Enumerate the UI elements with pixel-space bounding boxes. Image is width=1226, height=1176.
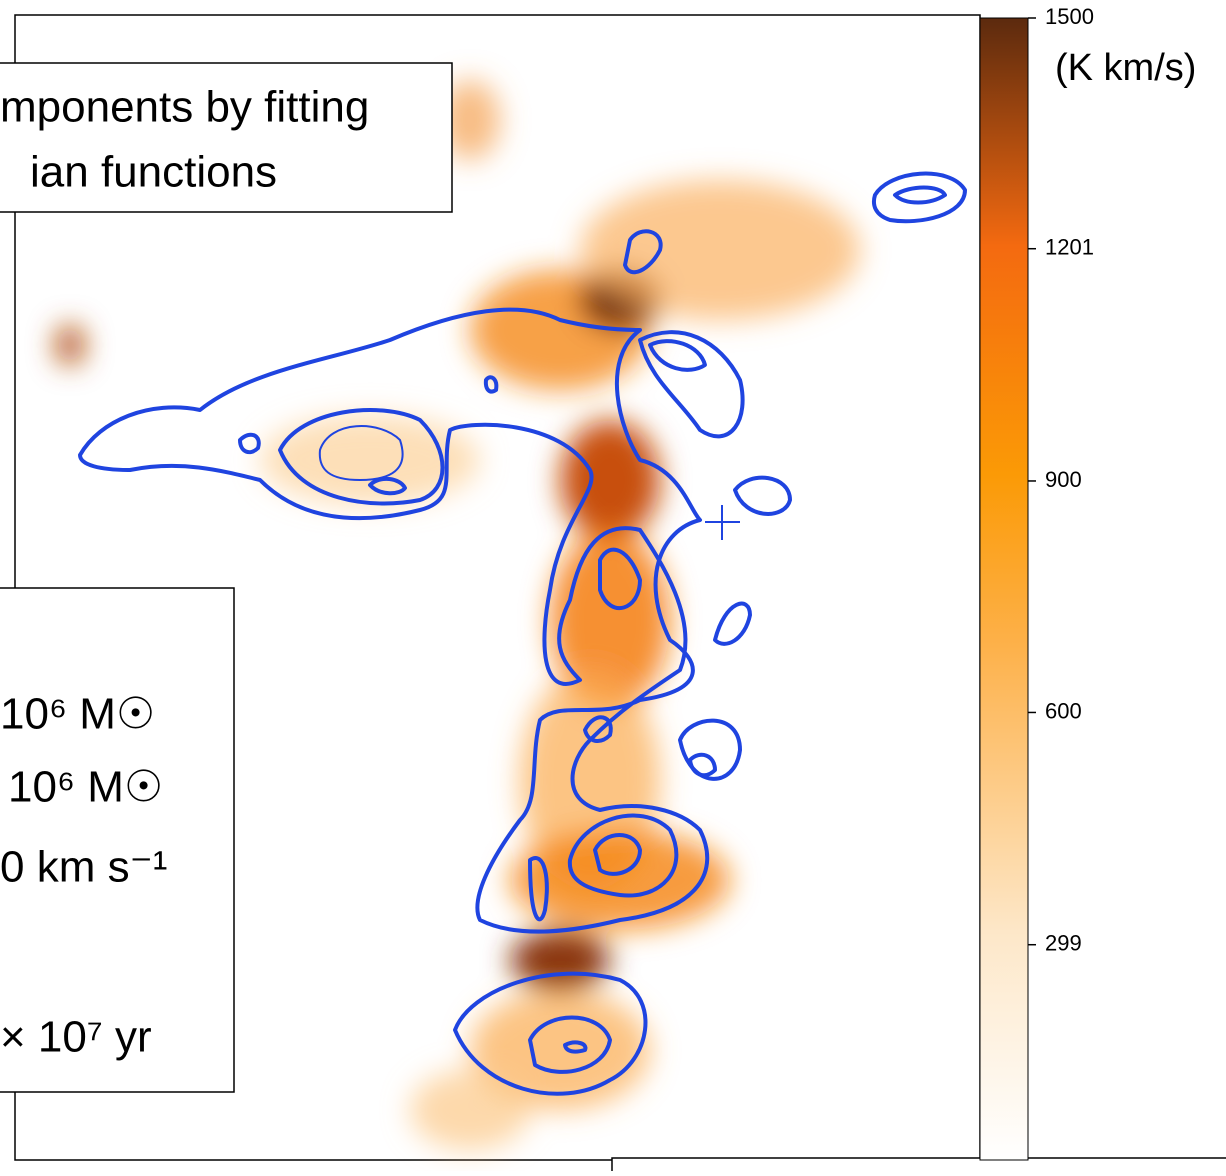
colorbar-label: (K km/s) — [1055, 47, 1196, 89]
colorbar-tick-label: 299 — [1045, 931, 1082, 956]
left-box — [0, 587, 235, 1093]
left-box-line: 10⁶ M☉ — [8, 763, 163, 812]
colorbar-tick-label: 1500 — [1045, 4, 1094, 29]
colorbar-tick-label: 600 — [1045, 698, 1082, 723]
contours — [78, 171, 967, 1096]
left-box-line: 10⁶ M☉ — [0, 690, 155, 739]
bottom-box — [611, 1157, 1226, 1176]
colorbar-tick-label: 1201 — [1045, 235, 1094, 260]
left-box-line: 0 km s⁻¹ — [0, 843, 167, 892]
top-box-line: ian functions — [30, 148, 277, 197]
map: mponents by fitting ian functions 10⁶ M☉… — [0, 14, 1226, 1176]
left-box-line: × 10⁷ yr — [0, 1013, 152, 1062]
colorbar — [979, 17, 1029, 1161]
colorbar-tick-label: 900 — [1045, 467, 1082, 492]
top-box — [0, 62, 453, 213]
top-box-line: mponents by fitting — [0, 83, 369, 132]
